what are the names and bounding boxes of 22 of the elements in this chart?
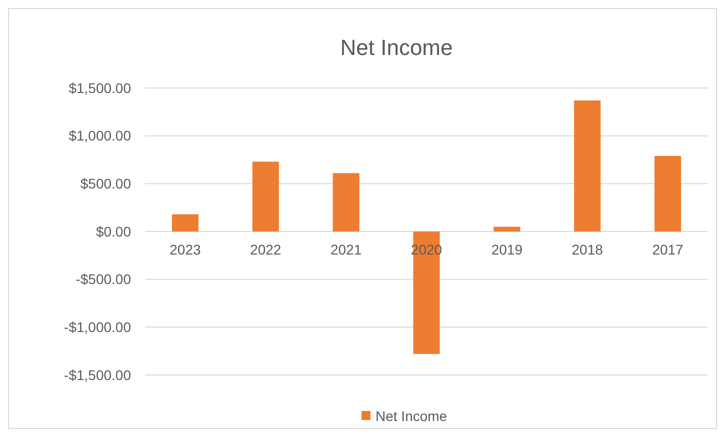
y-tick-label: -$500.00 xyxy=(76,271,132,288)
y-tick-label: -$1,500.00 xyxy=(64,366,132,383)
bar xyxy=(574,100,601,232)
y-tick-label: $1,500.00 xyxy=(68,80,132,96)
y-tick-label: $1,000.00 xyxy=(68,128,132,144)
bar xyxy=(413,232,440,354)
y-tick-label: $500.00 xyxy=(80,176,132,192)
x-tick-label: 2017 xyxy=(652,242,684,258)
x-tick-label: 2021 xyxy=(330,242,362,258)
bar xyxy=(252,162,279,232)
x-tick-label: 2023 xyxy=(170,242,201,258)
x-tick-label: 2022 xyxy=(250,242,282,258)
y-tick-label: $0.00 xyxy=(96,223,132,240)
chart-title: Net Income xyxy=(340,35,453,60)
bar xyxy=(172,214,198,232)
y-tick-label: -$1,000.00 xyxy=(64,319,132,336)
bar xyxy=(332,173,360,232)
bar xyxy=(494,226,520,232)
x-tick-label: 2019 xyxy=(491,242,523,258)
x-tick-label: 2018 xyxy=(572,242,604,258)
bar xyxy=(654,156,682,232)
legend-label: Net Income xyxy=(376,408,448,424)
